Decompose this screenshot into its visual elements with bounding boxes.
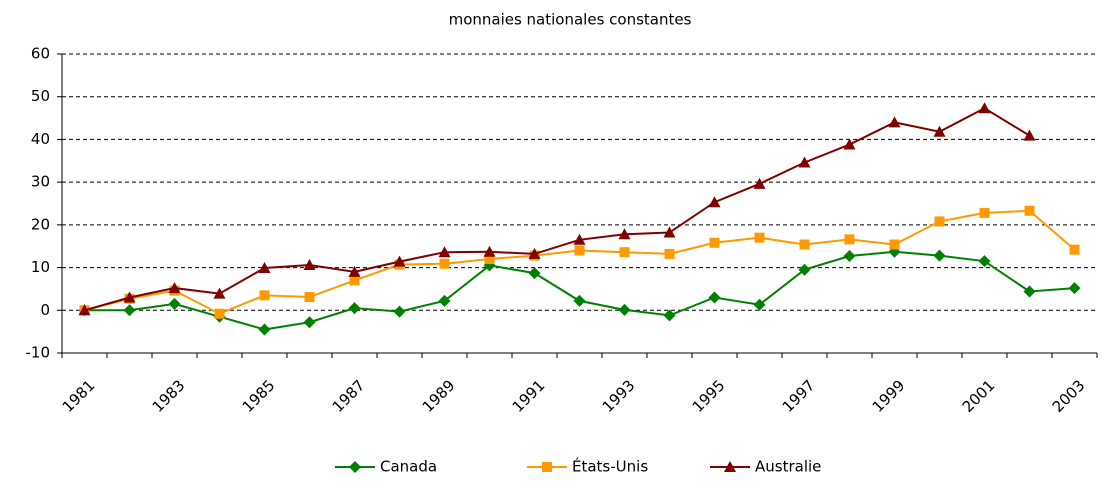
y-tick-label: 0: [40, 301, 50, 319]
point: [542, 462, 552, 472]
series: [79, 205, 1080, 319]
legend-label: États-Unis: [572, 457, 648, 476]
point: [889, 239, 900, 250]
point: [798, 156, 811, 168]
x-tick-label: 1997: [779, 376, 819, 416]
x-tick-label: 1985: [239, 376, 279, 416]
point: [1023, 285, 1036, 298]
point: [843, 138, 856, 150]
x-tick-label: 2001: [959, 376, 999, 416]
point: [349, 461, 361, 473]
point: [123, 304, 136, 317]
point: [349, 275, 360, 286]
point: [303, 316, 316, 329]
point: [1023, 129, 1036, 141]
point: [708, 291, 721, 304]
y-tick-label: 10: [31, 258, 50, 276]
point: [123, 291, 136, 303]
x-tick-label: 1991: [509, 376, 549, 416]
point: [1024, 205, 1035, 216]
point: [483, 245, 496, 257]
x-tick-label: 1999: [869, 376, 909, 416]
y-tick-label: 30: [31, 173, 50, 191]
point: [213, 287, 226, 299]
point: [618, 303, 631, 316]
point: [438, 294, 451, 307]
point: [258, 323, 271, 336]
point: [393, 255, 406, 267]
point: [753, 298, 766, 311]
y-tick-label: 40: [31, 130, 50, 148]
point: [798, 263, 811, 276]
point: [439, 258, 450, 269]
point: [303, 259, 316, 271]
point: [573, 294, 586, 307]
x-tick-label: 1983: [149, 376, 189, 416]
chart-title: monnaies nationales constantes: [449, 11, 692, 29]
point: [979, 207, 990, 218]
x-tick-label: 2003: [1049, 376, 1089, 416]
point: [933, 125, 946, 137]
point: [78, 304, 91, 316]
point: [724, 461, 736, 472]
y-tick-label: 60: [31, 45, 50, 63]
point: [843, 250, 856, 263]
point: [664, 248, 675, 259]
point: [619, 247, 630, 258]
point: [618, 228, 631, 240]
point: [844, 234, 855, 245]
x-tick-label: 1981: [59, 376, 99, 416]
point: [708, 196, 721, 208]
point: [933, 249, 946, 262]
point: [1069, 244, 1080, 255]
point: [348, 302, 361, 315]
point: [799, 239, 810, 250]
point: [348, 265, 361, 277]
point: [528, 247, 541, 259]
point: [1068, 282, 1081, 295]
point: [304, 292, 315, 303]
point: [528, 267, 541, 280]
point: [888, 116, 901, 128]
point: [214, 308, 225, 319]
y-tick-label: -10: [26, 344, 51, 362]
x-tick-label: 1989: [419, 376, 459, 416]
point: [978, 102, 991, 114]
point: [663, 309, 676, 322]
point: [978, 255, 991, 268]
line: [84, 250, 1075, 331]
series: [78, 245, 1081, 336]
point: [753, 177, 766, 189]
x-tick-label: 1987: [329, 376, 369, 416]
point: [438, 246, 451, 258]
x-tick-label: 1995: [689, 376, 729, 416]
y-tick-label: 20: [31, 215, 50, 233]
point: [168, 297, 181, 310]
point: [573, 233, 586, 245]
point: [259, 290, 270, 301]
point: [934, 216, 945, 227]
legend-label: Canada: [380, 458, 437, 476]
point: [754, 232, 765, 243]
y-tick-label: 50: [31, 87, 50, 105]
point: [393, 305, 406, 318]
x-tick-label: 1993: [599, 376, 639, 416]
point: [484, 254, 495, 265]
point: [709, 237, 720, 248]
point: [663, 226, 676, 238]
series: [78, 102, 1036, 316]
line: [84, 107, 1031, 312]
legend-label: Australie: [755, 458, 821, 476]
point: [168, 282, 181, 294]
point: [574, 245, 585, 256]
point: [258, 261, 271, 273]
